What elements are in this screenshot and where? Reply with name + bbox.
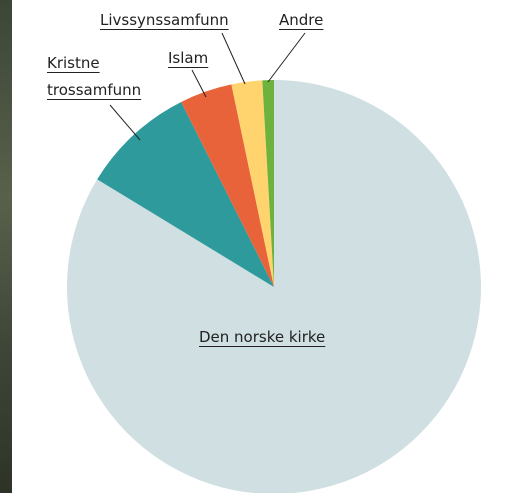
pie-slice	[67, 80, 481, 493]
pie-slice	[181, 84, 274, 288]
background-photo-strip	[0, 0, 12, 493]
label-text: Islam	[168, 49, 209, 67]
slice-label: Kristne trossamfunn	[47, 50, 157, 104]
leader-line	[221, 32, 246, 85]
pie-slice	[262, 80, 274, 287]
pie-slice	[97, 101, 274, 287]
slice-label: Andre	[279, 7, 323, 34]
label-text: Kristne trossamfunn	[47, 54, 142, 99]
pie-slice	[231, 80, 274, 288]
leader-line	[109, 104, 141, 141]
slice-label: Den norske kirke	[199, 324, 325, 351]
leader-line	[267, 32, 306, 83]
leader-line	[191, 69, 207, 98]
slice-label: Islam	[168, 45, 208, 72]
slice-label: Livssynssamfunn	[100, 7, 229, 34]
label-text: Livssynssamfunn	[100, 11, 229, 29]
label-text: Den norske kirke	[199, 328, 326, 346]
label-text: Andre	[279, 11, 324, 29]
